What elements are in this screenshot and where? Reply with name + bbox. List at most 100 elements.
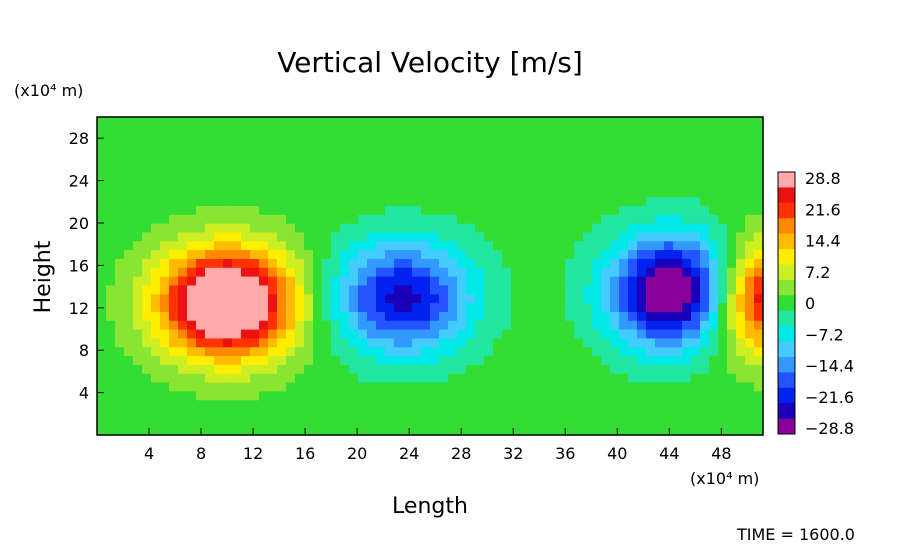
heatmap-cell <box>331 373 341 383</box>
heatmap-cell <box>295 276 305 286</box>
heatmap-cell <box>745 284 755 295</box>
heatmap-cell <box>169 276 179 286</box>
heatmap-cell <box>205 390 215 401</box>
heatmap-cell <box>583 311 593 321</box>
heatmap-cell <box>304 276 314 286</box>
heatmap-cell <box>349 240 359 251</box>
heatmap-cell <box>547 178 557 189</box>
heatmap-cell <box>709 152 719 162</box>
heatmap-cell <box>592 399 602 410</box>
heatmap-cell <box>745 276 755 286</box>
heatmap-cell <box>736 187 746 198</box>
heatmap-cell <box>421 337 431 348</box>
heatmap-cell <box>169 293 179 304</box>
heatmap-cell <box>664 329 674 339</box>
heatmap-cell <box>556 196 566 206</box>
heatmap-cell <box>412 117 422 127</box>
heatmap-cell <box>637 276 647 286</box>
heatmap-cell <box>160 214 170 224</box>
heatmap-cell <box>448 426 458 436</box>
heatmap-cell <box>169 258 179 268</box>
heatmap-cell <box>547 240 557 251</box>
heatmap-cell <box>457 134 467 145</box>
heatmap-cell <box>178 187 188 198</box>
heatmap-cell <box>367 417 377 427</box>
heatmap-cell <box>682 178 692 189</box>
heatmap-cell <box>466 311 476 321</box>
heatmap-cell <box>421 214 431 224</box>
heatmap-cell <box>673 125 683 136</box>
heatmap-cell <box>475 187 485 198</box>
heatmap-cell <box>295 178 305 189</box>
heatmap-cell <box>448 161 458 171</box>
heatmap-cell <box>520 170 530 180</box>
heatmap-cell <box>205 329 215 339</box>
colorbar: 28.821.614.47.20−7.2−14.4−21.6−28.8 <box>777 169 854 438</box>
heatmap-cell <box>106 170 116 180</box>
heatmap-cell <box>511 382 521 392</box>
heatmap-cell <box>313 267 323 277</box>
heatmap-cell <box>304 161 314 171</box>
heatmap-cell <box>412 426 422 436</box>
heatmap-cell <box>700 276 710 286</box>
heatmap-cell <box>673 311 683 321</box>
heatmap-cell <box>439 143 449 153</box>
plot-frame <box>96 116 764 436</box>
heatmap-cell <box>205 337 215 348</box>
heatmap-cell <box>358 231 368 242</box>
heatmap-cell <box>412 355 422 365</box>
heatmap-cell <box>430 134 440 145</box>
heatmap-cell <box>169 249 179 259</box>
heatmap-cell <box>304 205 314 215</box>
heatmap-cell <box>142 161 152 171</box>
heatmap-cell <box>403 117 413 127</box>
heatmap-cell <box>556 355 566 365</box>
heatmap-cell <box>457 223 467 233</box>
heatmap-cell <box>124 329 134 339</box>
heatmap-cell <box>709 373 719 383</box>
heatmap-cell <box>376 373 386 383</box>
heatmap-cell <box>529 311 539 321</box>
heatmap-cell <box>529 329 539 339</box>
heatmap-cell <box>502 408 512 418</box>
heatmap-cell <box>169 125 179 136</box>
heatmap-cell <box>529 390 539 401</box>
heatmap-cell <box>214 214 224 224</box>
heatmap-cell <box>223 214 233 224</box>
heatmap-cell <box>430 196 440 206</box>
heatmap-cell <box>97 373 107 383</box>
heatmap-cell <box>628 302 638 312</box>
heatmap-cell <box>448 302 458 312</box>
heatmap-cell <box>574 152 584 162</box>
heatmap-cell <box>673 231 683 242</box>
heatmap-cell <box>304 249 314 259</box>
heatmap-cell <box>673 426 683 436</box>
heatmap-cell <box>160 373 170 383</box>
heatmap-cell <box>421 408 431 418</box>
heatmap-cell <box>394 276 404 286</box>
heatmap-cell <box>322 373 332 383</box>
heatmap-cell <box>151 170 161 180</box>
heatmap-cell <box>277 196 287 206</box>
heatmap-cell <box>151 390 161 401</box>
heatmap-cell <box>529 240 539 251</box>
heatmap-cell <box>745 214 755 224</box>
heatmap-cell <box>322 267 332 277</box>
heatmap-cell <box>745 408 755 418</box>
heatmap-cell <box>448 196 458 206</box>
heatmap-cell <box>664 214 674 224</box>
heatmap-cell <box>439 399 449 410</box>
heatmap-cell <box>412 258 422 268</box>
heatmap-cell <box>151 284 161 295</box>
heatmap-cell <box>133 125 143 136</box>
heatmap-cell <box>484 152 494 162</box>
heatmap-cell <box>277 399 287 410</box>
heatmap-cell <box>628 320 638 330</box>
heatmap-cell <box>277 346 287 357</box>
heatmap-cell <box>367 408 377 418</box>
heatmap-cell <box>529 258 539 268</box>
heatmap-cell <box>313 152 323 162</box>
heatmap-cell <box>637 161 647 171</box>
heatmap-cell <box>574 134 584 145</box>
heatmap-cell <box>682 382 692 392</box>
